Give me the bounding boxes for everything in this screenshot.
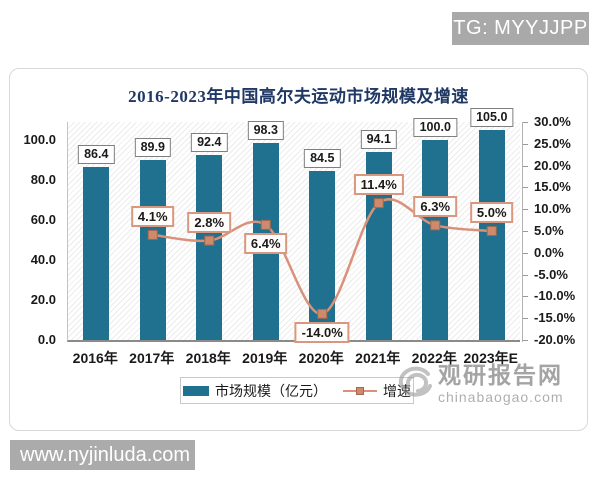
chart-title: 2016-2023年中国高尔夫运动市场规模及增速 [128,87,469,106]
right-axis-tick-mark [523,340,528,341]
x-axis-category-label: 2023年E [463,350,518,366]
bar-value-label: 86.4 [78,145,115,165]
growth-marker [204,235,215,246]
right-axis-tick-label: 20.0% [534,157,571,173]
bar-value-label: 105.0 [470,108,514,127]
right-axis-tick-label: -5.0% [534,266,568,282]
growth-marker [260,219,271,230]
left-axis-tick-label: 40.0 [30,252,56,267]
legend-label-market-size: 市场规模（亿元） [215,382,327,399]
watermark-site: chinabaogao.com [438,389,564,405]
bar-value-label: 94.1 [360,129,397,149]
market-size-bar [139,160,166,340]
x-axis: 2016年 2017年 2018年 2019年 2020年 2021年 2022年 2023年… [67,346,519,366]
right-axis-tick-mark [523,252,528,254]
right-axis-tick-mark [523,187,528,189]
x-axis-category-label: 2018年 [185,350,231,366]
telegram-badge: TG: MYYJJPP [452,12,589,45]
site-badge: www.nyjinluda.com [10,440,195,470]
x-axis-category-label: 2017年 [129,350,175,366]
right-axis-tick-mark [523,274,528,276]
growth-value-label: 4.1% [130,205,175,227]
bar-value-label: 100.0 [413,118,457,137]
right-axis-tick-mark [523,122,528,123]
right-axis-tick-mark [523,143,528,145]
right-axis-tick-mark [523,231,528,232]
right-axis-tick-label: 30.0% [534,114,571,129]
right-axis-tick-label: -15.0% [534,310,576,326]
growth-marker [430,220,441,231]
market-size-bar [422,140,449,340]
growth-marker [147,229,158,240]
left-axis-tick-label: 0.0 [37,332,56,347]
bar-series-swatch [183,385,209,396]
line-series-swatch [343,386,377,396]
line-swatch-marker [356,386,364,395]
right-axis-tick-label: 25.0% [534,135,571,151]
left-axis-tick-label: 80.0 [30,172,56,187]
left-axis: 0.0 20.0 40.0 60.0 80.0 100.0 [10,122,60,347]
growth-value-label: 2.8% [187,211,232,233]
x-axis-category-label: 2021年 [355,350,401,366]
right-axis-tick-label: 5.0% [534,223,564,238]
right-axis-tick-mark [523,318,528,320]
growth-value-label: -14.0% [294,321,350,343]
market-size-bar [83,167,110,340]
legend: 市场规模（亿元） 增速 [180,377,414,404]
right-axis-tick-mark [523,296,528,298]
legend-item-market-size: 市场规模（亿元） [183,381,327,401]
plot-area: 86.4 89.9 92.4 98.3 84.5 94.1 100.0 105.0 4.1% 2.… [67,108,520,343]
legend-label-growth: 增速 [383,382,411,399]
legend-item-growth: 增速 [343,381,411,401]
bar-value-label: 89.9 [134,138,171,158]
watermark-text: 观研报告网 chinabaogao.com [438,362,564,406]
bar-value-label: 92.4 [191,133,228,153]
left-axis-tick-label: 100.0 [23,132,56,147]
right-axis-tick-mark [523,209,528,211]
growth-value-label: 11.4% [353,174,404,196]
bar-value-label: 98.3 [247,121,284,141]
growth-line-svg [147,198,497,319]
right-axis-tick-mark [523,165,528,167]
left-axis-tick-label: 60.0 [30,212,56,227]
market-size-bar [196,155,223,340]
x-axis-category-label: 2022年 [411,350,457,366]
right-axis-tick-label: 10.0% [534,201,571,217]
growth-value-label: 6.4% [243,232,288,254]
growth-marker [317,308,328,319]
x-axis-category-label: 2016年 [72,350,118,366]
growth-marker [486,226,497,236]
bar-value-label: 84.5 [304,149,341,168]
watermark: 观研报告网 chinabaogao.com [394,362,564,406]
right-axis-tick-label: 15.0% [534,179,571,195]
right-axis-tick-label: 0.0% [534,244,564,260]
x-axis-category-label: 2020年 [298,350,344,366]
chart-card: 2016-2023年中国高尔夫运动市场规模及增速 0.0 20.0 40.0 60.0… [9,68,588,431]
x-axis-category-label: 2019年 [242,350,288,366]
right-axis-tick-label: -20.0% [534,332,576,347]
growth-value-label: 5.0% [469,202,514,223]
growth-value-label: 6.3% [413,196,458,218]
right-axis: -20.0% -15.0% -10.0% -5.0% 0.0% 5.0% 10.0% 15.0… [522,114,589,347]
growth-marker [373,198,384,209]
right-axis-tick-label: -10.0% [534,288,576,304]
left-axis-tick-label: 20.0 [30,292,56,307]
